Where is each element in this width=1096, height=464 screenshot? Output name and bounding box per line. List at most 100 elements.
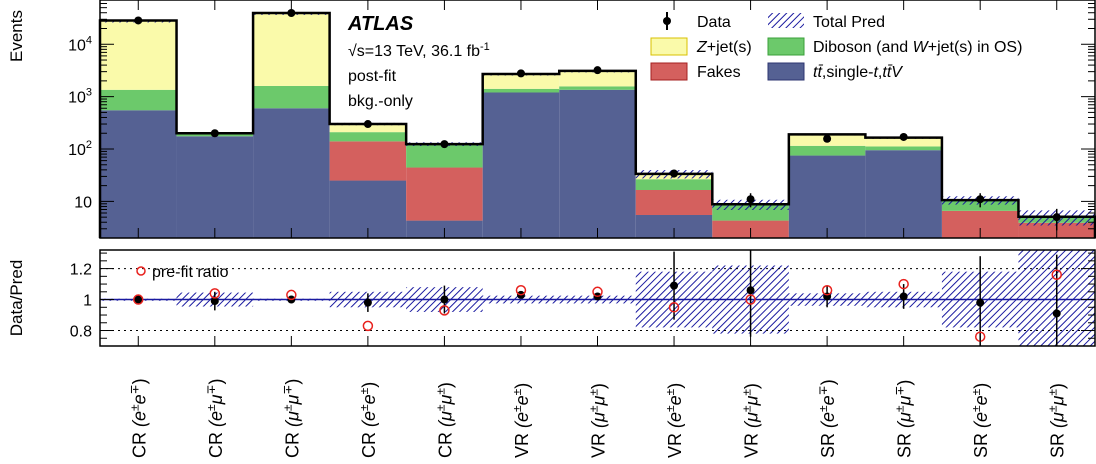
y-tick-exp: 4 bbox=[86, 34, 92, 46]
legend-diboson-label: Diboson (and W+jet(s) in OS) bbox=[813, 39, 1022, 56]
ratio-point bbox=[363, 298, 372, 307]
category-label-part: SR bbox=[1048, 428, 1068, 458]
bar-ttbar bbox=[635, 214, 713, 238]
legend-ttbar-swatch bbox=[767, 62, 805, 81]
category-label-part: ± bbox=[740, 405, 754, 412]
data-point bbox=[1052, 213, 1061, 222]
category-label-part: ) bbox=[359, 382, 379, 388]
legend: Data Total Pred Z+jet(s) Diboson (and W+… bbox=[650, 12, 1022, 81]
data-points bbox=[134, 9, 1061, 231]
category-label-part: e bbox=[818, 395, 838, 405]
category-label-part: e bbox=[129, 394, 149, 404]
category-label: VR (e±e±) bbox=[510, 383, 532, 458]
category-label: CR (e±e±) bbox=[357, 382, 379, 458]
category-label-part: VR bbox=[665, 428, 685, 458]
category-label-part: (e bbox=[971, 412, 991, 428]
bar-ttbar bbox=[559, 89, 636, 238]
category-label-part: ) bbox=[129, 378, 149, 384]
ratio-point bbox=[899, 292, 908, 301]
prefit-marker bbox=[821, 285, 833, 296]
prefit-legend: pre-fit ratio bbox=[136, 264, 229, 281]
category-label-part: ± bbox=[280, 404, 294, 411]
ratio-point bbox=[976, 298, 985, 307]
bar-ttbar bbox=[100, 110, 177, 238]
legend-diboson-w: W bbox=[913, 39, 930, 56]
category-label-part: μ bbox=[895, 396, 915, 407]
y-tick-exp: 2 bbox=[86, 139, 92, 151]
category-label-part: μ bbox=[282, 395, 302, 406]
legend-diboson-post: +jet(s) in OS) bbox=[928, 39, 1023, 56]
bar-zjets bbox=[559, 70, 636, 87]
category-label-part: VR bbox=[512, 428, 532, 458]
legend-zjets-swatch bbox=[650, 37, 688, 56]
category-label-part: μ bbox=[206, 394, 226, 405]
category-label-part: VR bbox=[589, 428, 609, 458]
category-labels: CR (e±e∓)CR (e±μ∓)CR (μ±μ∓)CR (e±e±)CR (… bbox=[127, 378, 1067, 458]
category-label-part: ) bbox=[282, 379, 302, 385]
prefit-marker bbox=[592, 286, 603, 298]
category-label-part: ± bbox=[587, 389, 601, 396]
ratio-panel: 0.8 1 1.2 Data/Pred pre-fit ratio bbox=[7, 249, 1096, 347]
legend-ttbar-t3: tt̄V bbox=[882, 64, 903, 81]
category-label-part: ± bbox=[1046, 405, 1060, 412]
energy-label: √s=13 TeV, 36.1 fb-1 bbox=[348, 41, 490, 60]
category-label-part: (μ bbox=[1048, 412, 1068, 428]
bar-zjets bbox=[482, 74, 560, 89]
category-label-part: ± bbox=[969, 388, 983, 395]
legend-data: Data bbox=[663, 12, 731, 31]
category-label-part: (e bbox=[818, 412, 838, 428]
legend-data-marker bbox=[663, 17, 671, 25]
data-point bbox=[899, 132, 908, 141]
ratio-point bbox=[210, 297, 219, 306]
category-label-part: CR bbox=[359, 427, 379, 458]
y-tick-label: 10 bbox=[74, 194, 92, 211]
data-point bbox=[363, 120, 372, 129]
ratio-point bbox=[746, 286, 755, 295]
prefit-marker bbox=[286, 289, 297, 301]
data-point bbox=[210, 129, 219, 138]
prefit-marker bbox=[668, 302, 680, 313]
category-label-part: ± bbox=[893, 405, 907, 412]
legend-ttbar-label: tt̄,single-t,tt̄V bbox=[813, 64, 903, 81]
category-label-part: (e bbox=[359, 411, 379, 427]
category-label-part: ± bbox=[1046, 389, 1060, 396]
prefit-marker bbox=[133, 294, 144, 305]
category-label-part: (μ bbox=[589, 412, 609, 428]
category-label: CR (e±μ∓) bbox=[204, 378, 226, 458]
category-label: SR (e±e±) bbox=[969, 383, 991, 458]
category-label-part: (μ bbox=[435, 411, 455, 427]
category-label-part: SR bbox=[971, 428, 991, 458]
category-label-part: ) bbox=[435, 382, 455, 388]
ratio-point bbox=[1052, 309, 1061, 318]
category-label-part: e bbox=[665, 395, 685, 405]
bar-fakes bbox=[329, 141, 407, 181]
legend-zjets-label: Z+jet(s) bbox=[696, 39, 752, 56]
category-label-part: ± bbox=[740, 389, 754, 396]
legend-zjets-rest: +jet(s) bbox=[707, 39, 752, 56]
category-label: VR (e±e±) bbox=[663, 383, 685, 458]
prefit-marker bbox=[1051, 269, 1062, 281]
data-point bbox=[516, 69, 525, 78]
category-label-part: ± bbox=[663, 405, 677, 412]
category-label-part: SR bbox=[818, 428, 838, 458]
category-label-part: ± bbox=[204, 404, 218, 411]
ratio-point bbox=[440, 295, 449, 304]
category-label-part: ) bbox=[512, 383, 532, 389]
category-label-part: ± bbox=[816, 405, 830, 412]
legend-total: Total Pred bbox=[768, 13, 885, 31]
fit-line-1: post-fit bbox=[348, 68, 397, 85]
category-label-part: ± bbox=[510, 405, 524, 412]
bar-diboson bbox=[788, 145, 866, 156]
category-label-part: ± bbox=[510, 388, 524, 395]
category-label-part: CR bbox=[206, 427, 226, 458]
bar-zjets bbox=[329, 124, 407, 133]
category-label-part: CR bbox=[282, 427, 302, 458]
bar-fakes bbox=[635, 189, 713, 215]
category-label-part: (e bbox=[206, 411, 226, 427]
ratio-point bbox=[670, 281, 679, 290]
energy-text: √s=13 TeV, 36.1 fb bbox=[348, 43, 480, 60]
y-tick-label: 104 bbox=[68, 34, 92, 54]
bar-diboson bbox=[406, 144, 483, 168]
category-label: SR (μ±μ∓) bbox=[893, 380, 915, 458]
